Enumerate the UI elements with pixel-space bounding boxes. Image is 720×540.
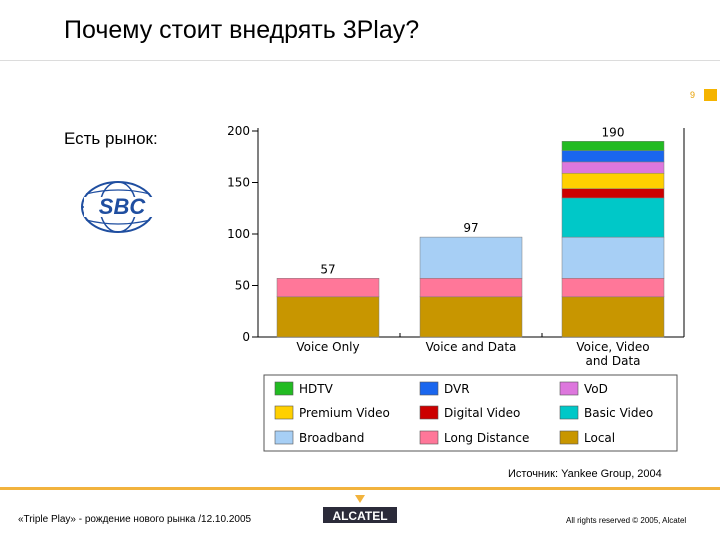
legend-label-dvr: DVR <box>444 382 470 396</box>
bar-local-voice-only <box>276 296 380 338</box>
legend-swatch-basic-video <box>559 405 579 420</box>
bar-vod-voice-video-and-data <box>561 161 665 174</box>
legend-swatch-vod <box>559 381 579 396</box>
copyright-text: All rights reserved © 2005, Alcatel <box>566 516 687 525</box>
legend-label-digital-video: Digital Video <box>444 406 520 420</box>
legend-swatch-hdtv <box>274 381 294 396</box>
bar-dvr-voice-video-and-data <box>561 150 665 163</box>
bar-long-distance-voice-only <box>276 278 380 298</box>
page-marker <box>704 89 717 101</box>
legend-label-premium-video: Premium Video <box>299 406 390 420</box>
legend-label-long-distance: Long Distance <box>444 431 529 445</box>
bottom-divider <box>0 487 720 490</box>
y-tick-label: 100 <box>227 227 250 241</box>
bar-long-distance-voice-video-and-data <box>561 278 665 298</box>
slide-subtitle: Есть рынок: <box>64 129 158 148</box>
legend-swatch-dvr <box>419 381 439 396</box>
legend-label-broadband: Broadband <box>299 431 364 445</box>
top-divider <box>0 60 720 61</box>
category-label: Voice, Video and Data <box>576 340 649 368</box>
y-tick-label: 0 <box>242 330 250 344</box>
bar-hdtv-voice-video-and-data <box>561 141 665 151</box>
total-label: 97 <box>463 221 478 235</box>
legend-label-basic-video: Basic Video <box>584 406 653 420</box>
alcatel-logo: ALCATEL <box>323 495 397 523</box>
page-number: 9 <box>690 90 696 100</box>
bar-broadband-voice-video-and-data <box>561 236 665 279</box>
bar-basic-video-voice-video-and-data <box>561 197 665 238</box>
category-label: Voice Only <box>296 340 359 354</box>
legend-label-local: Local <box>584 431 615 445</box>
bar-local-voice-video-and-data <box>561 296 665 338</box>
slide-title: Почему стоит внедрять 3Play? <box>64 16 420 44</box>
bar-broadband-voice-and-data <box>419 236 523 279</box>
legend-swatch-digital-video <box>419 405 439 420</box>
y-tick-label: 200 <box>227 124 250 138</box>
source-note: Источник: Yankee Group, 2004 <box>508 468 662 480</box>
y-tick-label: 50 <box>235 279 250 293</box>
brand-text: ALCATEL <box>332 509 387 523</box>
legend-label-hdtv: HDTV <box>299 382 334 396</box>
legend-swatch-broadband <box>274 430 294 445</box>
legend-box <box>263 374 678 452</box>
logo-text: SBC <box>99 194 147 219</box>
category-label: Voice and Data <box>426 340 517 354</box>
sbc-logo: SBC <box>81 181 160 233</box>
legend-swatch-local <box>559 430 579 445</box>
bar-local-voice-and-data <box>419 296 523 338</box>
total-label: 190 <box>602 125 625 139</box>
bar-long-distance-voice-and-data <box>419 278 523 298</box>
bar-premium-video-voice-video-and-data <box>561 172 665 189</box>
footer-caption: «Triple Play» - рождение нового рынка /1… <box>18 514 252 525</box>
total-label: 57 <box>320 262 335 276</box>
legend-swatch-long-distance <box>419 430 439 445</box>
legend-label-vod: VoD <box>584 382 608 396</box>
y-tick-label: 150 <box>227 176 250 190</box>
bar-digital-video-voice-video-and-data <box>561 188 665 199</box>
legend-swatch-premium-video <box>274 405 294 420</box>
